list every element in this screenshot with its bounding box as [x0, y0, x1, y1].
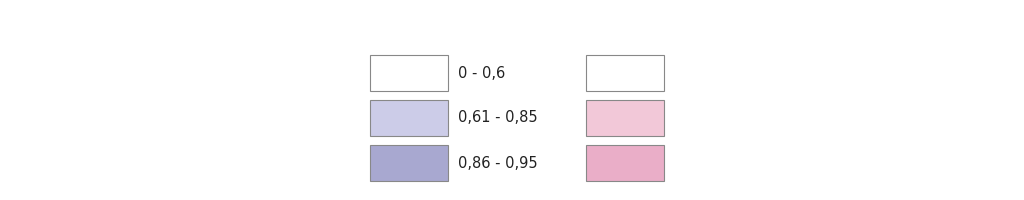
Text: 0,61 - 0,85: 0,61 - 0,85 — [458, 110, 538, 126]
Bar — [586, 55, 664, 91]
Text: 0 - 0,6: 0 - 0,6 — [458, 66, 505, 80]
Bar — [370, 55, 449, 91]
Bar — [586, 145, 664, 181]
Bar — [370, 145, 449, 181]
Bar — [586, 100, 664, 136]
Bar — [370, 100, 449, 136]
Text: 0,86 - 0,95: 0,86 - 0,95 — [458, 156, 538, 170]
